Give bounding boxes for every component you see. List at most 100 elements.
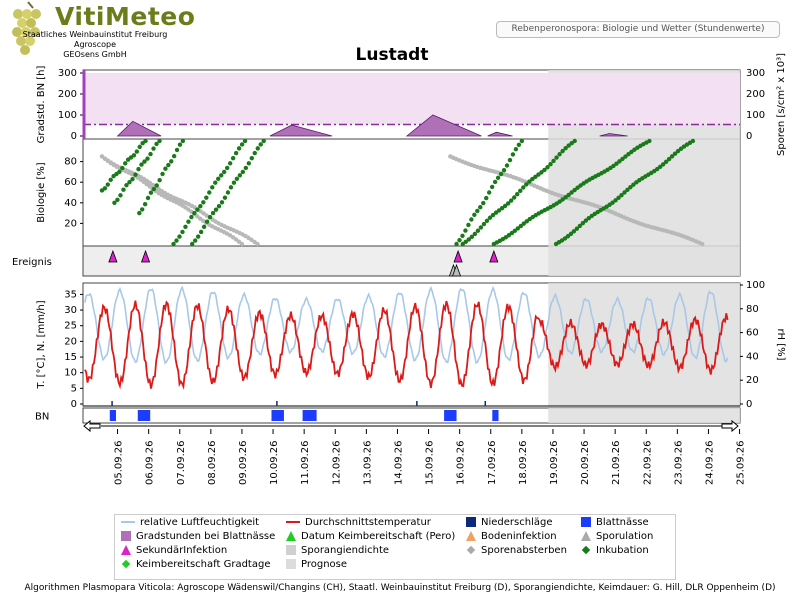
x-tick-label: 22.09.26 [642,440,653,485]
inkubation-point [512,195,517,200]
inkubation-point [614,161,619,166]
inkubation-point [207,190,212,195]
scroll-right-arrow-icon[interactable] [721,419,739,433]
inkubation-point [121,187,126,192]
x-tick-label: 12.09.26 [331,440,342,485]
niederschlag-bar [276,401,278,406]
legend-item: Sporangiendichte [286,545,389,556]
inkubation-point [566,192,571,198]
y-tick-right: 300 [746,68,765,79]
sekundaerinfektion-marker [453,249,463,263]
legend-label: Sporangiendichte [301,545,390,556]
inkubation-point [617,159,622,164]
legend-item: Keimbereitschaft Gradtage [121,559,270,570]
inkubation-point [192,238,198,243]
legend-label: SekundärInfektion [136,545,228,556]
legend-item: Gradstunden bei Blattnässe [121,531,275,542]
wetter-ylabel: T. [°C], N. [mm/h] [36,300,47,389]
inkubation-point [171,241,176,247]
legend-item: Inkubation [581,545,649,556]
scroll-left-arrow-icon[interactable] [83,419,101,433]
y-tick-right: 100 [746,280,765,291]
institute-line2: Agroscope [73,40,117,49]
inkubation-point [240,169,246,175]
inkubation-point [148,151,153,157]
inkubation-point [454,241,459,247]
inkubation-point [548,162,553,167]
gradstunden-ylabel: Gradstd. BN [h] [36,65,47,143]
legend-label: Blattnässe [596,517,649,528]
inkubation-point [495,175,501,181]
footer-credits: Algorithmen Plasmopara Viticola: Agrosco… [24,583,776,593]
inkubation-point [481,200,486,206]
inkubation-point [498,171,504,177]
temp-line [84,300,729,391]
inkubation-point [166,162,171,168]
y-tick-right: 100 [746,110,765,121]
inkubation-point [524,182,529,187]
legend-label: Sporulation [596,531,654,542]
inkubation-point [160,171,165,177]
inkubation-point [174,147,180,153]
inkubation-point [225,190,231,195]
inkubation-point [663,159,669,164]
inkubation-point [195,207,200,212]
legend-symbol-diamond-icon [466,545,476,555]
inkubation-point [213,207,219,212]
inkubation-point [566,143,571,148]
inkubation-point [610,200,615,205]
blattnaesse-bar [137,410,151,421]
gradstunden-peak [487,131,513,137]
inkubation-point [210,210,216,216]
legend-label: Datum Keimbereitschaft (Pero) [301,531,456,542]
inkubation-point [239,142,245,147]
y-tick-left: 0 [71,131,77,142]
legend-symbol-square-icon [286,559,296,569]
x-axis: 05.09.26 06.09.26 07.09.26 08.09.26 09.09.26… [101,425,747,485]
inkubation-point [484,195,489,201]
inkubation-point [157,177,162,183]
sporulation-marker [451,263,462,277]
inkubation-point [620,156,625,162]
y-tick-right: 60 [746,328,759,339]
inkubation-point [647,138,652,144]
legend-symbol-triangle-icon [286,531,296,541]
inkubation-point [518,223,523,229]
inkubation-point [580,221,586,226]
institute-line3: GEOsens GmbH [63,50,127,59]
legend-label: Niederschläge [481,517,553,528]
inkubation-point [672,151,678,156]
y-tick-left: 60 [64,177,77,188]
rh-ylabel: rH [%] [775,328,786,360]
ereignis-panel [108,249,499,277]
inkubation-point [619,193,624,198]
blattnaesse-bar [444,410,457,421]
inkubation-point [108,177,113,183]
y-axis-labels: Gradstd. BN [h] Sporen [s/cm² x 10³] Biolo… [12,53,787,423]
inkubation-point [460,241,465,247]
legend-symbol-triangle-icon [121,545,131,555]
inkubation-point [545,165,550,170]
inkubation-point [224,165,230,171]
inkubation-point [233,150,239,156]
inkubation-point [475,228,481,233]
inkubation-point [210,185,215,190]
inkubation-point [236,146,242,151]
y-tick-left: 300 [58,68,77,79]
inkubation-point [469,234,475,240]
inkubation-point [690,138,696,144]
x-tick-label: 20.09.26 [580,440,591,485]
inkubation-point [124,182,129,188]
gradstunden-band [83,73,740,125]
inkubation-point [478,204,483,210]
y-tick-left: 20 [64,218,77,229]
inkubation-point [519,138,525,144]
legend-label: Keimbereitschaft Gradtage [136,559,271,570]
legend-label: Gradstunden bei Blattnässe [136,531,276,542]
blattnaesse-bar [109,410,116,421]
inkubation-point [510,152,516,157]
inkubation-point [102,186,108,191]
inkubation-point [572,138,577,144]
inkubation-point [142,201,148,207]
